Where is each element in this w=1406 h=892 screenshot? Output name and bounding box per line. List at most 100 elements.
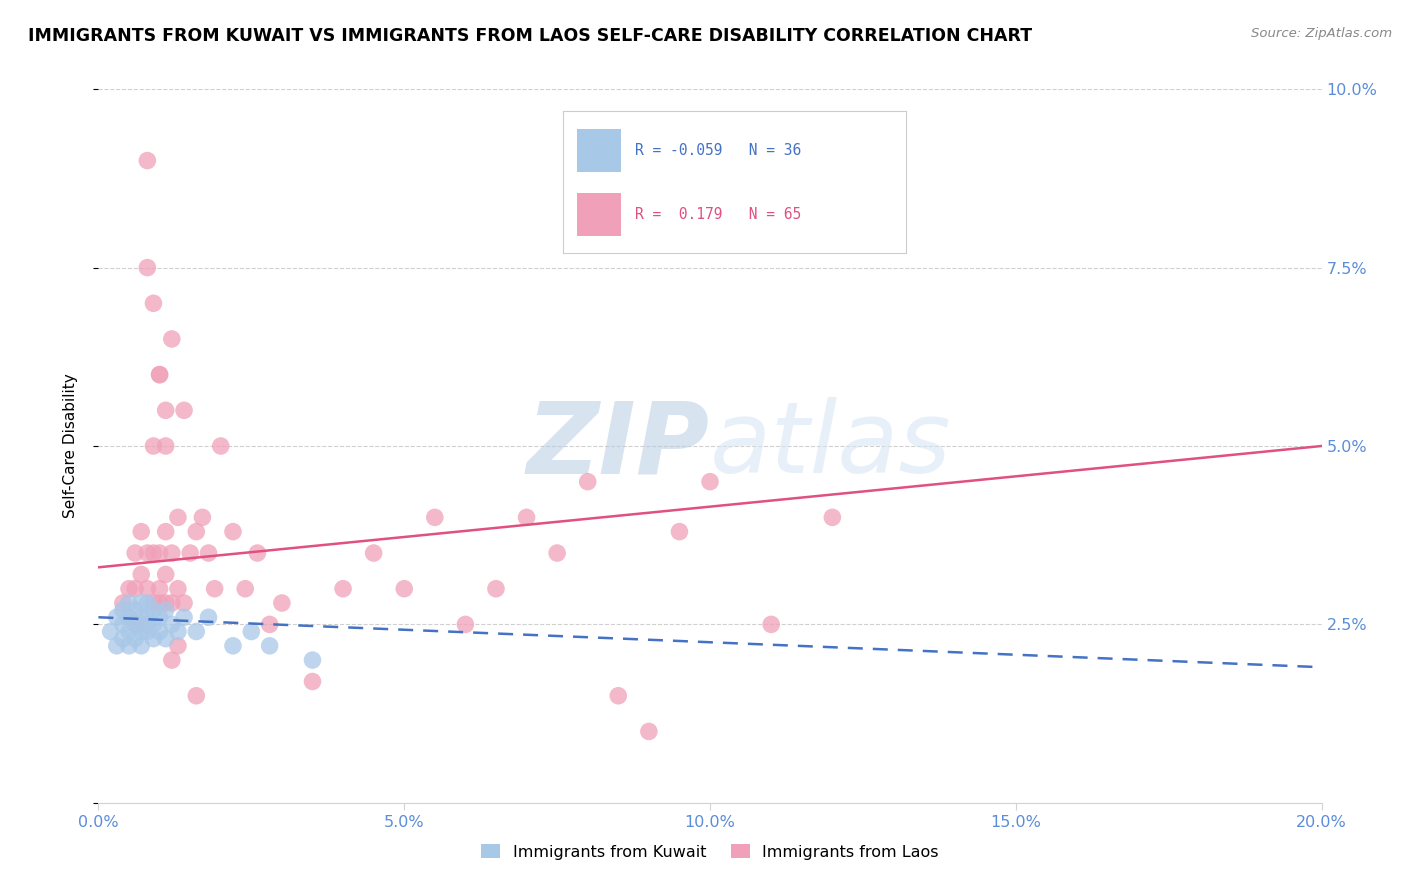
Point [105, 610, 128, 624]
Legend: Immigrants from Kuwait, Immigrants from Laos: Immigrants from Kuwait, Immigrants from … [475, 838, 945, 866]
Point [155, 524, 177, 539]
Point [301, 674, 323, 689]
Point [149, 624, 172, 639]
Point [233, 582, 256, 596]
Point [155, 603, 177, 617]
Point [142, 617, 165, 632]
Point [186, 689, 208, 703]
Point [516, 510, 538, 524]
Point [160, 617, 183, 632]
Point [173, 610, 195, 624]
Text: IMMIGRANTS FROM KUWAIT VS IMMIGRANTS FROM LAOS SELF-CARE DISABILITY CORRELATION : IMMIGRANTS FROM KUWAIT VS IMMIGRANTS FRO… [28, 27, 1032, 45]
Point [197, 546, 219, 560]
Point [105, 639, 128, 653]
Text: Source: ZipAtlas.com: Source: ZipAtlas.com [1251, 27, 1392, 40]
Point [142, 596, 165, 610]
Point [167, 624, 190, 639]
Point [222, 639, 245, 653]
Point [124, 582, 146, 596]
Point [155, 596, 177, 610]
Point [118, 624, 141, 639]
Point [124, 603, 146, 617]
Point [173, 403, 195, 417]
Point [136, 610, 159, 624]
Text: ZIP: ZIP [527, 398, 710, 494]
Point [167, 582, 190, 596]
Point [759, 617, 782, 632]
Point [222, 524, 245, 539]
Point [149, 546, 172, 560]
Point [259, 639, 281, 653]
Point [363, 546, 385, 560]
Point [100, 624, 122, 639]
Point [136, 260, 159, 275]
Point [167, 510, 190, 524]
Point [111, 596, 134, 610]
Point [136, 582, 159, 596]
Point [111, 617, 134, 632]
Y-axis label: Self-Care Disability: Self-Care Disability [63, 374, 77, 518]
Point [118, 596, 141, 610]
Point [118, 610, 141, 624]
Text: atlas: atlas [710, 398, 952, 494]
Point [699, 475, 721, 489]
Point [149, 368, 172, 382]
Point [142, 439, 165, 453]
Point [129, 624, 152, 639]
Point [129, 596, 152, 610]
Point [160, 332, 183, 346]
Point [136, 596, 159, 610]
Point [142, 296, 165, 310]
Point [118, 610, 141, 624]
Point [332, 582, 354, 596]
Point [423, 510, 446, 524]
Point [821, 510, 844, 524]
Point [668, 524, 690, 539]
Point [136, 153, 159, 168]
Point [209, 439, 232, 453]
Point [546, 546, 568, 560]
Point [301, 653, 323, 667]
Point [454, 617, 477, 632]
Point [197, 610, 219, 624]
Point [124, 617, 146, 632]
Point [149, 596, 172, 610]
Point [155, 439, 177, 453]
Point [485, 582, 508, 596]
Point [270, 596, 292, 610]
Point [142, 632, 165, 646]
Point [136, 546, 159, 560]
Point [124, 546, 146, 560]
Point [118, 582, 141, 596]
Point [167, 639, 190, 653]
Point [149, 582, 172, 596]
Point [637, 724, 661, 739]
Point [129, 524, 152, 539]
Point [124, 617, 146, 632]
Point [179, 546, 201, 560]
Point [142, 603, 165, 617]
Point [111, 632, 134, 646]
Point [155, 567, 177, 582]
Point [191, 510, 214, 524]
Point [129, 639, 152, 653]
Point [136, 624, 159, 639]
Point [129, 610, 152, 624]
Point [155, 632, 177, 646]
Point [607, 689, 630, 703]
Point [204, 582, 226, 596]
Point [149, 368, 172, 382]
Point [129, 567, 152, 582]
Point [124, 632, 146, 646]
Point [576, 475, 599, 489]
Point [259, 617, 281, 632]
Point [240, 624, 263, 639]
Point [392, 582, 416, 596]
Point [160, 546, 183, 560]
Point [136, 617, 159, 632]
Point [246, 546, 269, 560]
Point [149, 610, 172, 624]
Point [129, 617, 152, 632]
Point [160, 596, 183, 610]
Point [118, 639, 141, 653]
